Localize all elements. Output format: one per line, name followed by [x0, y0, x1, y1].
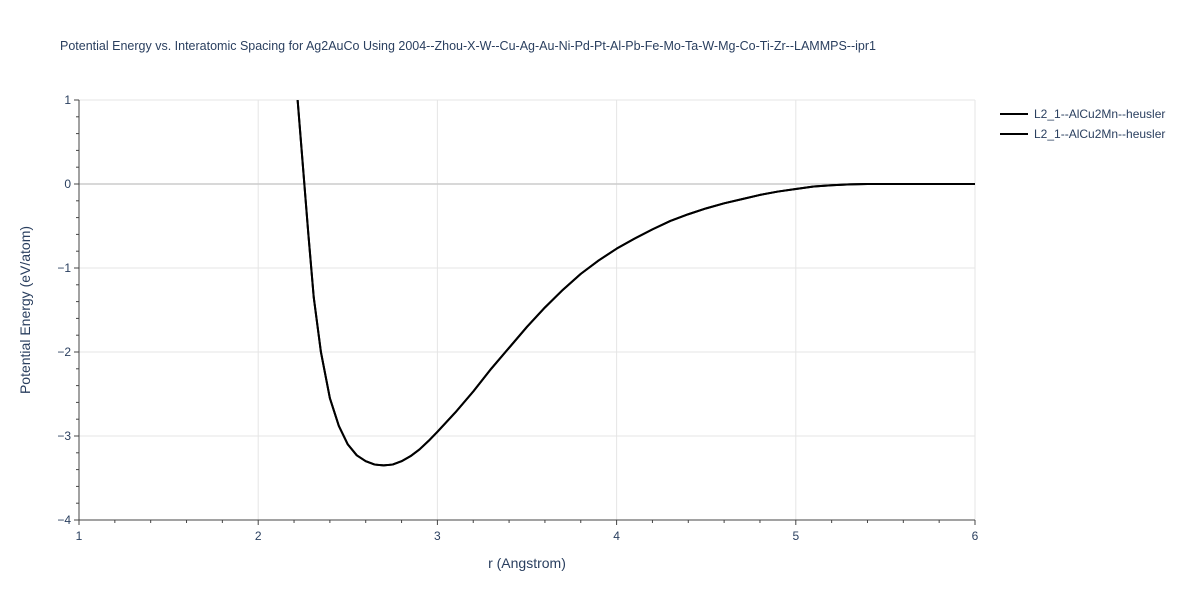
- legend-item[interactable]: L2_1--AlCu2Mn--heusler: [1000, 127, 1165, 141]
- legend-label: L2_1--AlCu2Mn--heusler: [1034, 107, 1165, 121]
- gridlines: [79, 99, 976, 520]
- axes: 1 2 3 4 5 6 −4 −3 −2 −1 0 1: [57, 93, 978, 543]
- x-axis-title: r (Angstrom): [488, 555, 566, 571]
- y-tick-label: −1: [57, 261, 71, 275]
- x-tick-label: 2: [255, 529, 262, 543]
- legend[interactable]: L2_1--AlCu2Mn--heusler L2_1--AlCu2Mn--heu…: [1000, 107, 1165, 141]
- x-tick-label: 1: [76, 529, 83, 543]
- y-tick-label: −2: [57, 345, 71, 359]
- chart-title: Potential Energy vs. Interatomic Spacing…: [60, 39, 876, 53]
- legend-label: L2_1--AlCu2Mn--heusler: [1034, 127, 1165, 141]
- legend-item[interactable]: L2_1--AlCu2Mn--heusler: [1000, 107, 1165, 121]
- y-tick-label: 1: [64, 93, 71, 107]
- y-tick-label: −4: [57, 513, 71, 527]
- x-tick-label: 5: [792, 529, 799, 543]
- y-tick-label: −3: [57, 429, 71, 443]
- x-tick-label: 4: [613, 529, 620, 543]
- series-lines: [296, 100, 975, 467]
- series-line-2: [296, 100, 975, 467]
- y-tick-label: 0: [64, 177, 71, 191]
- x-tick-label: 6: [972, 529, 979, 543]
- x-tick-label: 3: [434, 529, 441, 543]
- y-axis-title: Potential Energy (eV/atom): [17, 226, 33, 394]
